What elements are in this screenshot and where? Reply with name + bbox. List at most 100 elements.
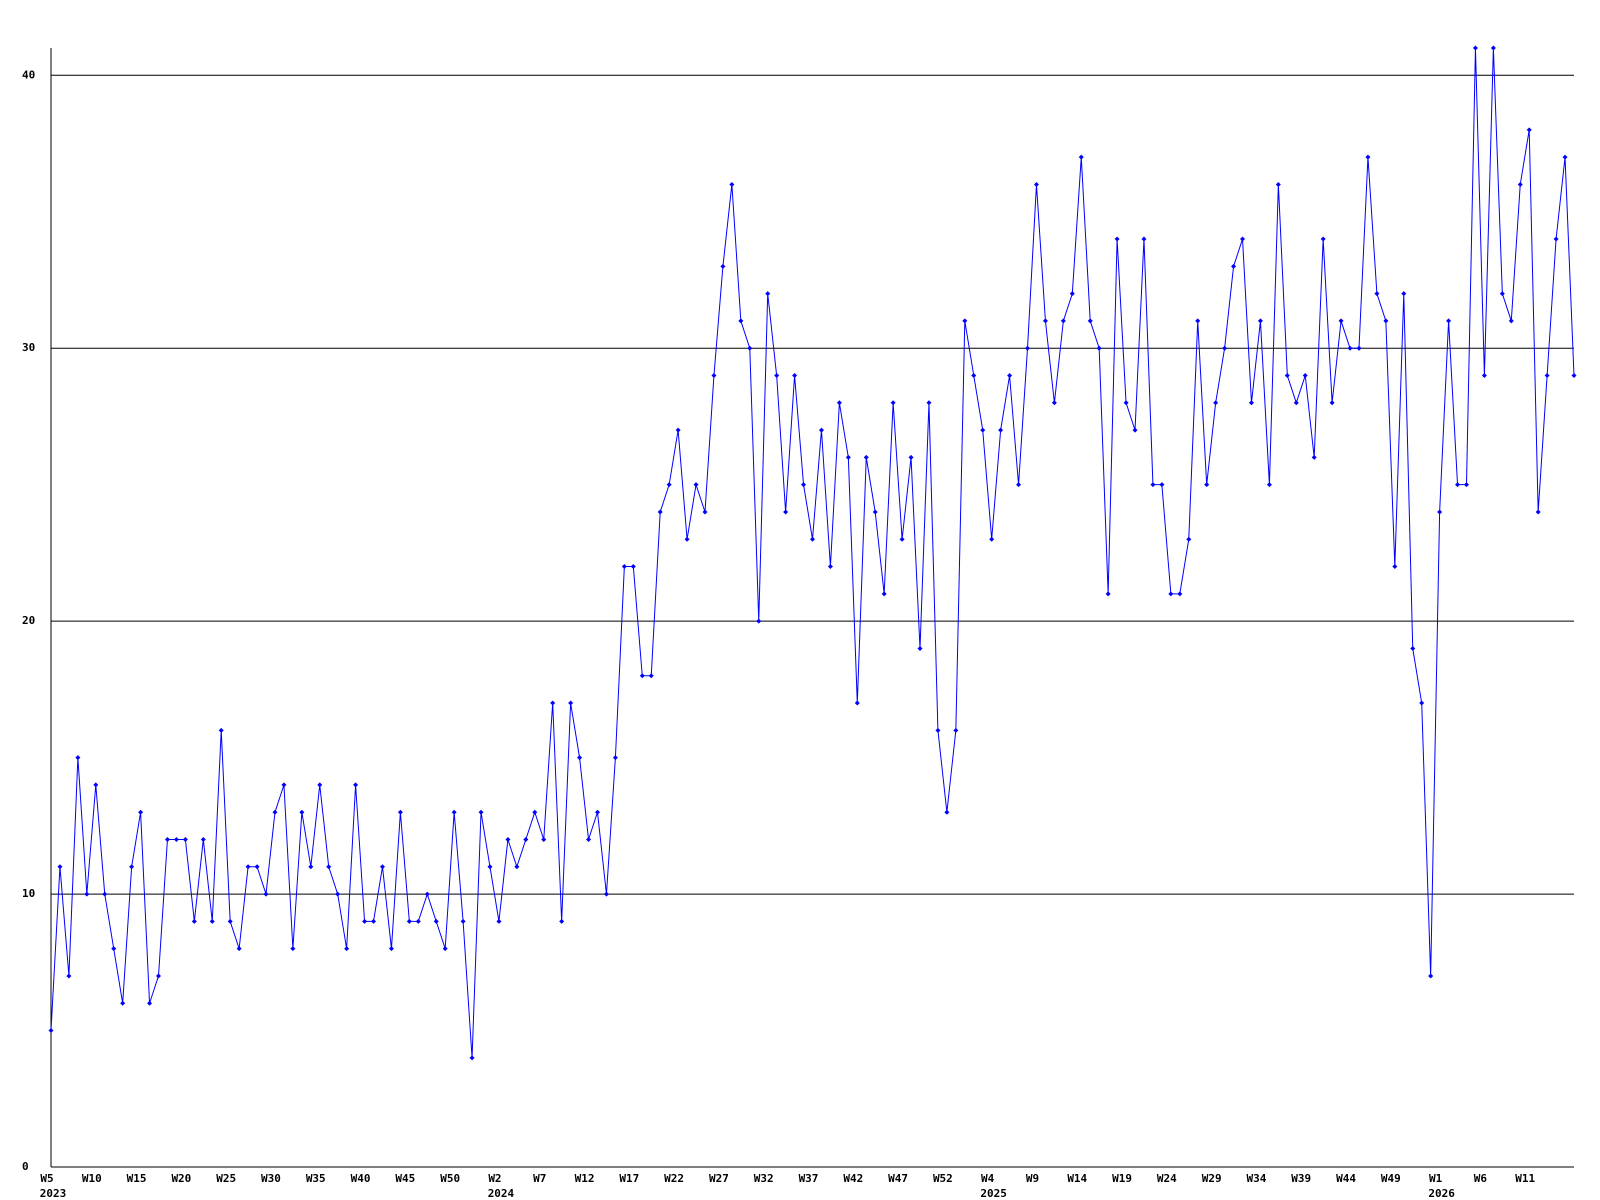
data-point (1446, 318, 1452, 324)
data-point (962, 318, 968, 324)
data-point (639, 673, 645, 679)
data-point (1392, 564, 1398, 570)
data-point (1320, 236, 1326, 242)
data-point (1168, 591, 1174, 597)
data-point (1365, 154, 1371, 160)
data-point (1481, 373, 1487, 379)
data-point (433, 918, 439, 924)
data-point (111, 946, 117, 952)
data-point (577, 755, 583, 761)
x-tick-label: W12 (575, 1172, 595, 1185)
year-label: 2024 (488, 1187, 515, 1200)
data-point (810, 536, 815, 542)
x-tick-label: W6 (1474, 1172, 1488, 1185)
data-point (424, 891, 430, 897)
data-point (1266, 482, 1272, 488)
data-point (191, 918, 197, 924)
x-tick-label: W22 (664, 1172, 684, 1185)
data-point (523, 836, 529, 842)
data-point (1141, 236, 1147, 242)
x-tick-label: W29 (1202, 1172, 1222, 1185)
data-point (1338, 318, 1344, 324)
data-point (281, 782, 287, 788)
data-point (57, 864, 63, 870)
data-point (75, 755, 81, 761)
data-point (1150, 482, 1156, 488)
x-tick-label: W52 (933, 1172, 953, 1185)
data-point (1329, 400, 1335, 406)
x-tick-label: W20 (171, 1172, 191, 1185)
data-point (1562, 154, 1568, 160)
data-point (1472, 45, 1478, 51)
data-point (1499, 291, 1505, 297)
data-point (299, 809, 305, 815)
data-point (1490, 45, 1496, 51)
data-point (747, 345, 753, 351)
data-point (1437, 509, 1443, 515)
data-point (603, 891, 609, 897)
data-point (1123, 400, 1129, 406)
data-point (335, 891, 341, 897)
data-point (505, 836, 511, 842)
y-tick-label: 30 (22, 341, 35, 354)
x-tick-label: W19 (1112, 1172, 1132, 1185)
x-tick-label: W17 (619, 1172, 639, 1185)
data-point (1428, 973, 1434, 979)
data-point (872, 509, 878, 515)
data-point (406, 918, 412, 924)
x-tick-label: W15 (127, 1172, 147, 1185)
data-point (774, 373, 780, 379)
x-tick-label: W2 (488, 1172, 501, 1185)
data-point (836, 400, 842, 406)
x-tick-label: W37 (799, 1172, 819, 1185)
data-point (792, 373, 798, 379)
x-tick-label: W35 (306, 1172, 326, 1185)
data-point (48, 1028, 54, 1034)
data-point (1275, 181, 1281, 187)
data-point (1114, 236, 1120, 242)
data-point (218, 727, 224, 733)
data-point (1177, 591, 1183, 597)
data-point (594, 809, 600, 815)
data-point (182, 836, 188, 842)
x-tick-label: W47 (888, 1172, 908, 1185)
x-tick-label: W32 (754, 1172, 774, 1185)
y-tick-label: 10 (22, 887, 35, 900)
data-point (998, 427, 1004, 433)
data-point (621, 564, 627, 570)
data-point (899, 536, 905, 542)
data-point (442, 946, 448, 952)
x-tick-label: W40 (351, 1172, 371, 1185)
data-point (326, 864, 332, 870)
data-point (944, 809, 950, 815)
data-point (1356, 345, 1362, 351)
data-point (1401, 291, 1407, 297)
data-line (50, 47, 1575, 1058)
data-point (630, 564, 636, 570)
data-point (460, 918, 466, 924)
data-point (612, 755, 618, 761)
data-point (173, 836, 179, 842)
data-point (1455, 482, 1461, 488)
data-point (935, 727, 941, 733)
data-point (890, 400, 896, 406)
data-point (648, 673, 654, 679)
data-point (1060, 318, 1066, 324)
data-point (487, 864, 493, 870)
y-tick-label: 20 (22, 614, 35, 627)
data-point (478, 809, 484, 815)
x-tick-label: W11 (1515, 1172, 1535, 1185)
data-point (666, 482, 672, 488)
x-tick-label: W4 (981, 1172, 995, 1185)
data-point (1508, 318, 1514, 324)
y-tick-label: 40 (22, 68, 35, 81)
data-point (156, 973, 162, 979)
data-point (379, 864, 385, 870)
data-point (1463, 482, 1469, 488)
data-point (200, 836, 206, 842)
data-point (1284, 373, 1290, 379)
x-tick-label: W34 (1247, 1172, 1267, 1185)
data-point (1105, 591, 1111, 597)
data-point (84, 891, 90, 897)
